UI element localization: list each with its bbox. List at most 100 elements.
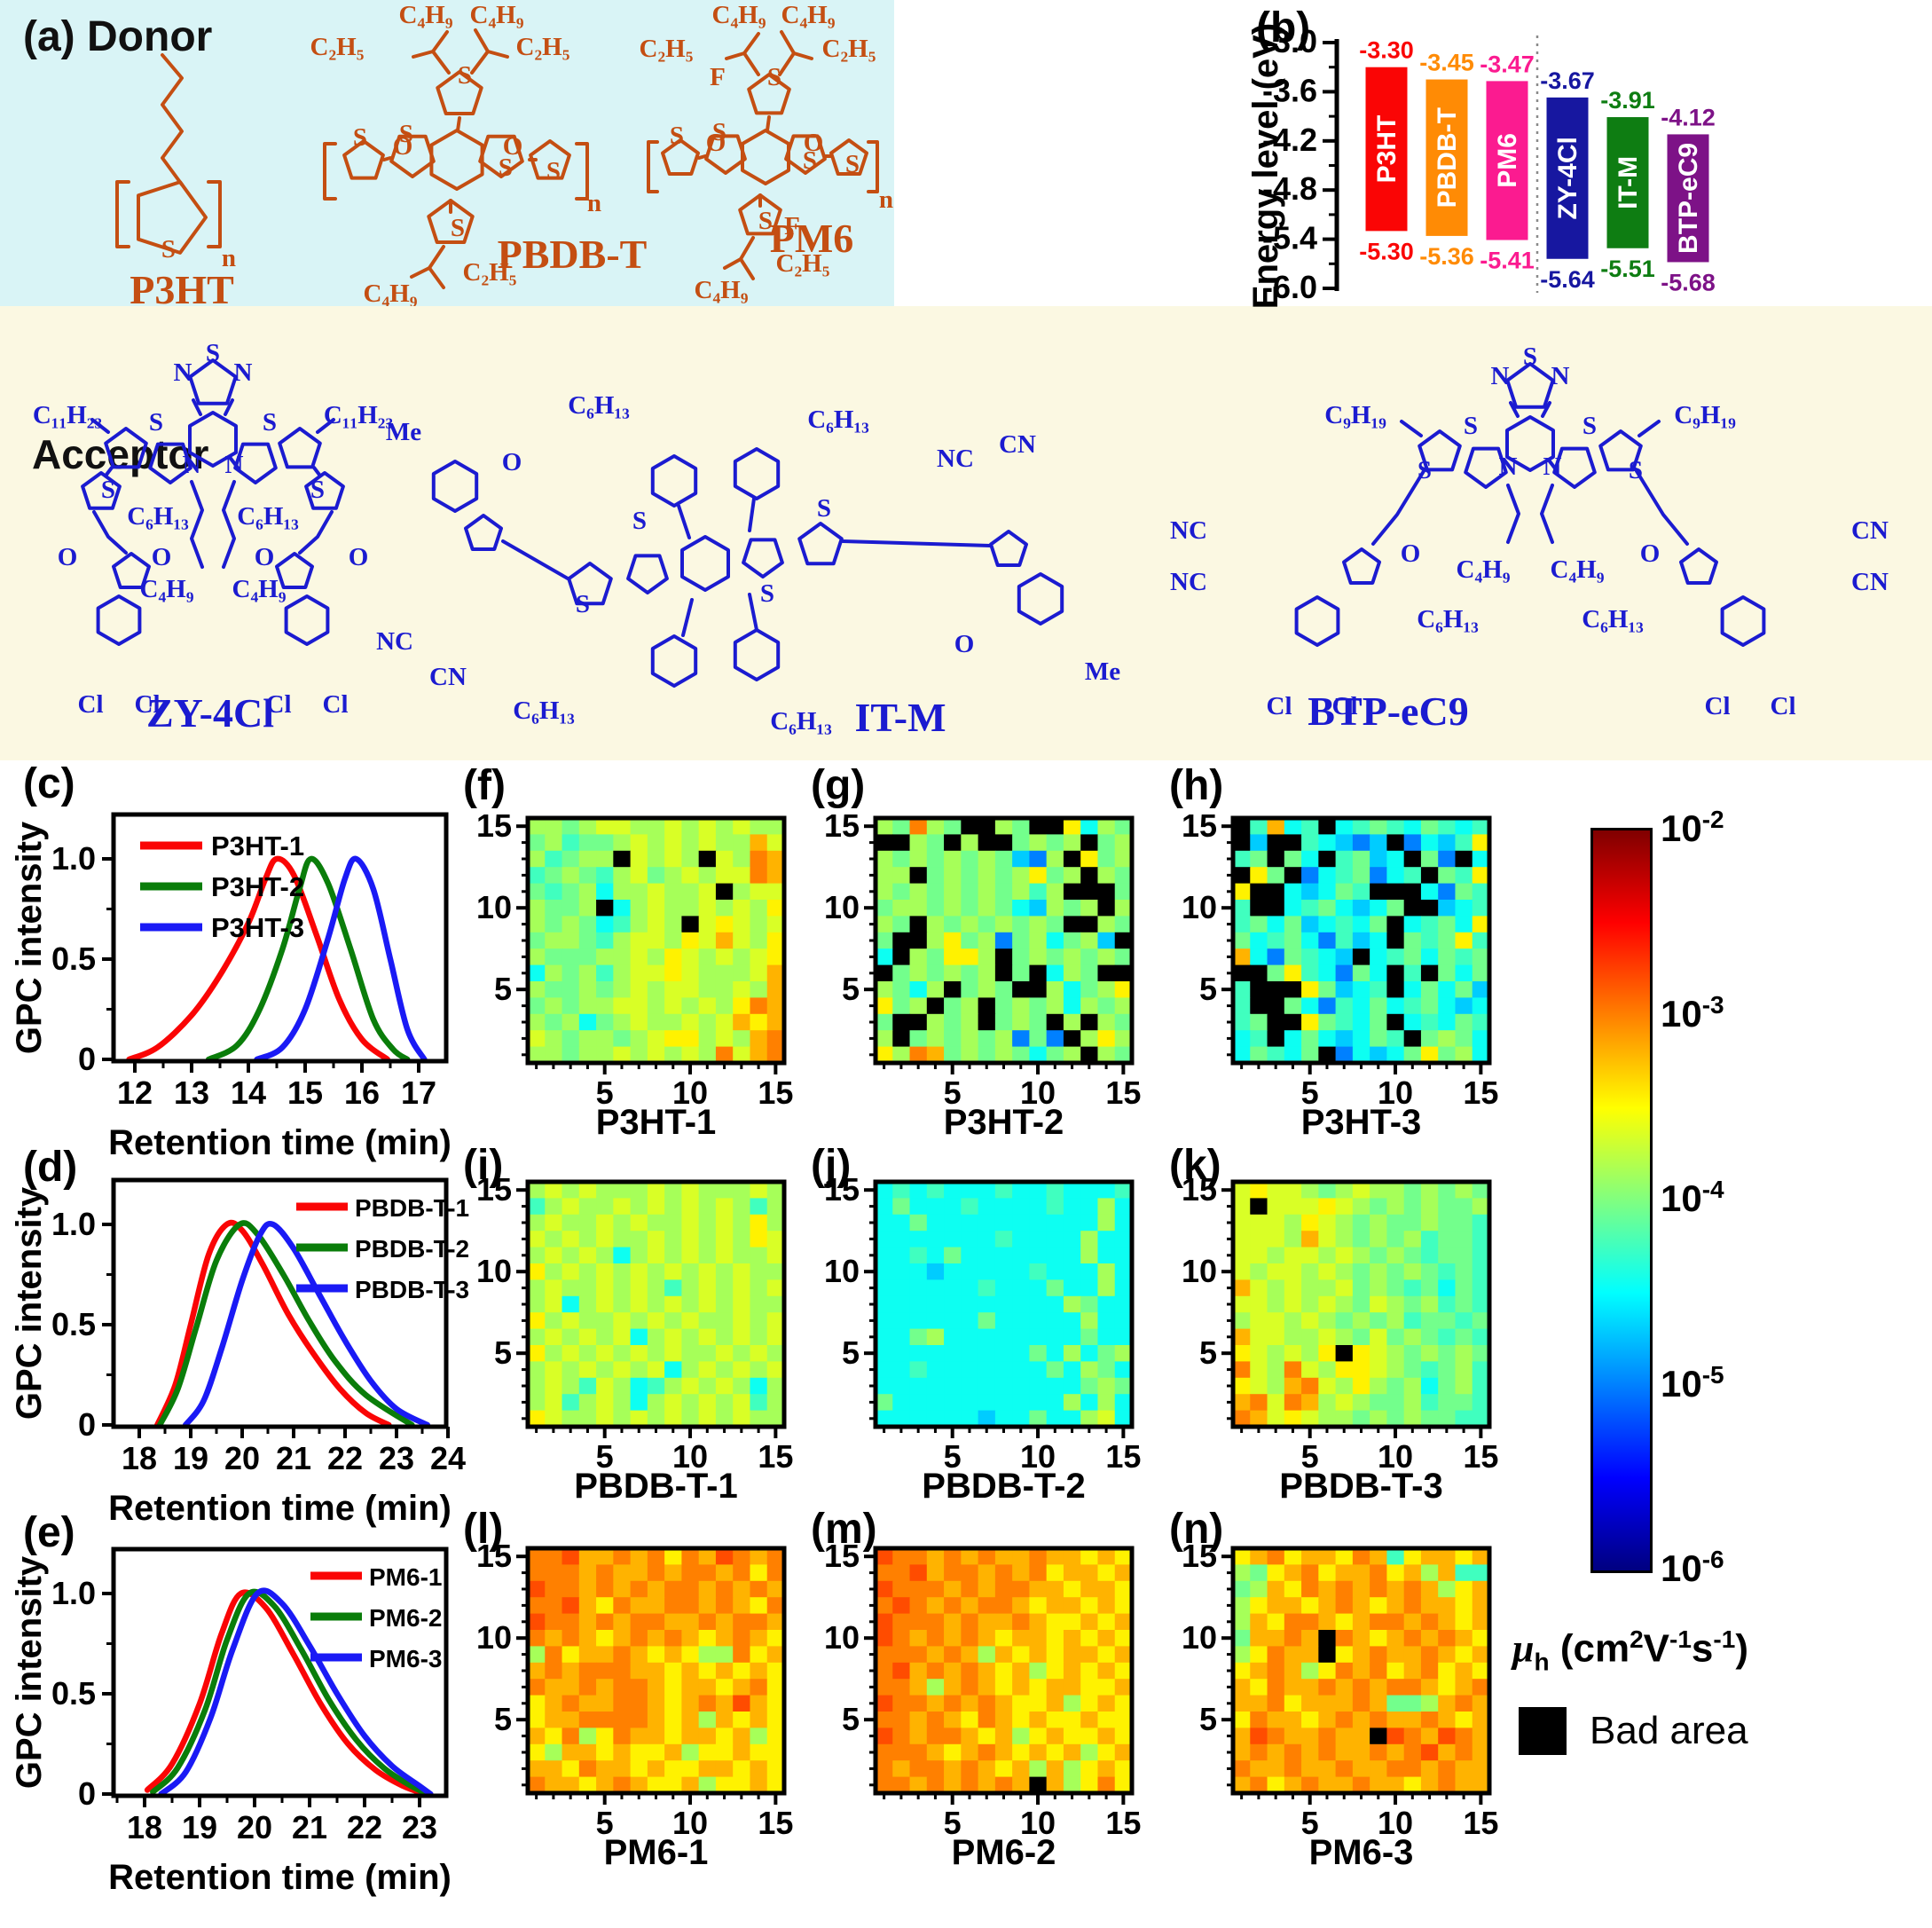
heatmap-cell bbox=[596, 1279, 614, 1297]
heatmap-cell bbox=[1455, 964, 1473, 982]
bond bbox=[1371, 469, 1425, 546]
heatmap-cell bbox=[1114, 1646, 1133, 1664]
substituent-label: N bbox=[234, 358, 253, 387]
heatmap-cell bbox=[596, 1361, 614, 1379]
heatmap-cell bbox=[892, 883, 911, 901]
x-tick-label: 24 bbox=[430, 1440, 466, 1476]
heatmap-cell bbox=[1029, 1013, 1048, 1031]
heatmap-cell bbox=[1455, 1776, 1473, 1794]
substituent-label: NC bbox=[1170, 568, 1207, 596]
heatmap-cell bbox=[1352, 1662, 1370, 1680]
heatmap-cell bbox=[926, 948, 945, 966]
heatmap-cell bbox=[681, 1030, 700, 1048]
heatmap-cell bbox=[876, 867, 893, 885]
bond bbox=[723, 257, 742, 270]
heatmap-cell bbox=[715, 1695, 734, 1712]
heatmap-cell bbox=[961, 1410, 979, 1428]
x-tick-label: 15 bbox=[1105, 1438, 1141, 1475]
heatmap-cell bbox=[1335, 1597, 1354, 1615]
heatmap-cell bbox=[1301, 818, 1319, 835]
heatmap-cell bbox=[994, 1580, 1013, 1598]
x-tick-label: 15 bbox=[1105, 1805, 1141, 1841]
heatmap-cell bbox=[1029, 1394, 1048, 1412]
heatmap-cell bbox=[961, 964, 979, 982]
heatmap-cell bbox=[1097, 1727, 1116, 1745]
heatmap-cell bbox=[1267, 1695, 1285, 1712]
heatmap-cell bbox=[681, 1548, 700, 1565]
heatmap-cell bbox=[1233, 1394, 1251, 1412]
heatmap-cell bbox=[766, 1630, 785, 1647]
heatmap-cell bbox=[1080, 1743, 1099, 1761]
heatmap-cell bbox=[909, 916, 928, 933]
heatmap-cell bbox=[1386, 1231, 1405, 1248]
heatmap-cell bbox=[1097, 981, 1116, 998]
heatmap-cell bbox=[1250, 1231, 1268, 1248]
heatmap-cell bbox=[1301, 1662, 1319, 1680]
heatmap-cell bbox=[698, 1548, 717, 1565]
heatmap-cell bbox=[1301, 1712, 1319, 1728]
heatmap-cell bbox=[892, 932, 911, 949]
heatmap-cell bbox=[1029, 1564, 1048, 1582]
heatmap-cell bbox=[1250, 1345, 1268, 1362]
heatmap-cell bbox=[1455, 1345, 1473, 1362]
heatmap-cell bbox=[1370, 1394, 1387, 1412]
heatmap-cell bbox=[1455, 1695, 1473, 1712]
y-tick-label: 15 bbox=[1182, 807, 1217, 844]
heatmap-cell bbox=[1080, 1198, 1099, 1216]
heatmap-cell bbox=[750, 932, 768, 949]
heatmap-cell bbox=[1386, 1695, 1405, 1712]
heatmap-cell bbox=[733, 1030, 751, 1048]
heatmap-cell bbox=[1386, 1312, 1405, 1330]
heatmap-cell bbox=[926, 900, 945, 917]
heatmap-cell bbox=[562, 1695, 580, 1712]
heatmap-cell bbox=[664, 1328, 682, 1346]
heatmap-cell bbox=[698, 1743, 717, 1761]
heatmap-cell bbox=[944, 964, 962, 982]
heatmap-cell bbox=[926, 1394, 945, 1412]
heatmap-cell bbox=[698, 1247, 717, 1264]
heatmap-cell bbox=[1267, 1361, 1285, 1379]
heatmap-cell bbox=[1472, 981, 1490, 998]
heatmap-cell bbox=[1301, 1743, 1319, 1761]
heatmap-cell bbox=[1386, 1377, 1405, 1395]
heatmap-cell bbox=[681, 1695, 700, 1712]
heatmap-cell bbox=[545, 1597, 563, 1615]
y-tick-label: 0.5 bbox=[51, 940, 96, 977]
heatmap-cell bbox=[876, 1345, 893, 1362]
heatmap-cell bbox=[698, 1182, 717, 1199]
heatmap-cell bbox=[1114, 1662, 1133, 1680]
heatmap-cell bbox=[545, 932, 563, 949]
heatmap-cell bbox=[1455, 1030, 1473, 1048]
heatmap-cell bbox=[630, 1760, 648, 1778]
bond bbox=[470, 28, 490, 75]
legend-label: PM6-3 bbox=[369, 1645, 442, 1672]
heatmap-cell bbox=[578, 1727, 597, 1745]
heatmap-cell bbox=[528, 1548, 546, 1565]
bond bbox=[428, 245, 445, 289]
heatmap-cell bbox=[1403, 916, 1422, 933]
heatmap-cell bbox=[1114, 1214, 1133, 1232]
heatmap-cell bbox=[613, 1760, 632, 1778]
heatmap-cell bbox=[1114, 867, 1133, 885]
heatmap-cell bbox=[1063, 916, 1081, 933]
heatmap-cell bbox=[681, 1328, 700, 1346]
heatmap-cell bbox=[1438, 1214, 1457, 1232]
heatmap-cell bbox=[681, 818, 700, 835]
heatmap-cell bbox=[1386, 1361, 1405, 1379]
heatmap-cell bbox=[978, 1679, 996, 1696]
heatmap-cell bbox=[1403, 1727, 1422, 1745]
heatmap-cell bbox=[647, 1312, 665, 1330]
heatmap-cell bbox=[1335, 1695, 1354, 1712]
heatmap-cell bbox=[1301, 1279, 1319, 1297]
heatmap-cell bbox=[926, 1013, 945, 1031]
heatmap-cell bbox=[613, 1345, 632, 1362]
heatmap-cell bbox=[978, 916, 996, 933]
heatmap-cell bbox=[1370, 1030, 1387, 1048]
heatmap-cell bbox=[909, 1410, 928, 1428]
bond bbox=[742, 32, 760, 76]
heatmap-cell bbox=[892, 1695, 911, 1712]
heatmap-cell bbox=[994, 916, 1013, 933]
heatmap-cell bbox=[978, 1263, 996, 1280]
heatmap-cell bbox=[1301, 964, 1319, 982]
substituent-label: C₄H₉ bbox=[781, 1, 836, 29]
